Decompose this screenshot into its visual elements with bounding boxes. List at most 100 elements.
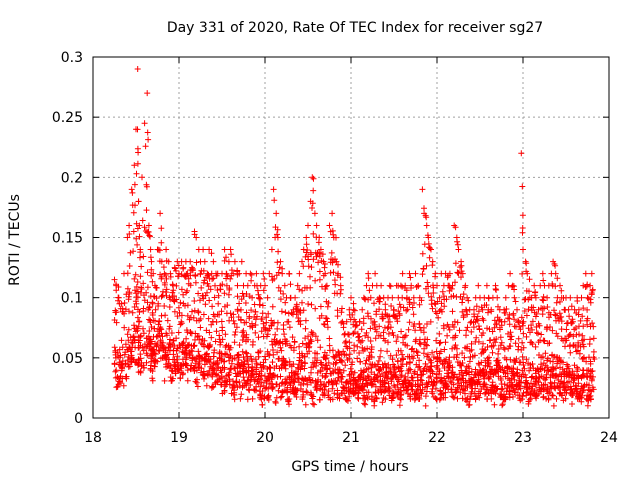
data-point <box>158 273 165 280</box>
data-point <box>265 393 272 400</box>
data-point <box>274 226 281 233</box>
data-point <box>446 270 453 277</box>
data-point <box>127 249 134 256</box>
data-point <box>436 340 443 347</box>
data-point <box>384 312 390 319</box>
data-point <box>131 336 138 343</box>
data-point <box>443 296 450 303</box>
data-point <box>372 270 379 277</box>
y-tick-labels: 0 0.05 0.1 0.15 0.2 0.25 0.3 <box>52 50 83 427</box>
data-point <box>136 337 143 344</box>
data-point <box>307 284 314 291</box>
data-point <box>146 328 153 334</box>
data-point <box>294 282 301 289</box>
data-point <box>409 383 416 390</box>
data-point <box>575 380 582 387</box>
data-point <box>216 311 223 318</box>
data-point <box>278 393 285 400</box>
data-point <box>354 355 361 362</box>
data-point <box>275 248 282 255</box>
data-point <box>468 388 475 395</box>
data-point <box>253 360 260 367</box>
data-point <box>546 340 553 347</box>
data-point <box>175 366 182 373</box>
data-point <box>239 337 246 343</box>
data-point <box>557 298 563 305</box>
data-point <box>540 293 547 300</box>
data-point <box>233 324 240 331</box>
data-point <box>117 354 123 361</box>
data-point <box>130 333 137 340</box>
data-point <box>524 270 531 277</box>
data-point <box>424 321 430 327</box>
data-point <box>379 399 386 406</box>
data-point <box>217 381 224 388</box>
data-point <box>499 401 506 408</box>
x-tick-label: 24 <box>600 430 618 446</box>
data-point <box>134 225 141 232</box>
data-point <box>356 333 363 340</box>
data-point <box>589 384 596 391</box>
data-point <box>140 280 147 287</box>
data-point <box>541 305 548 312</box>
data-point <box>192 273 199 279</box>
data-point <box>516 383 523 390</box>
data-point <box>125 326 132 333</box>
data-point <box>396 402 403 409</box>
data-point <box>359 337 366 344</box>
data-point <box>348 361 355 368</box>
data-point <box>168 330 175 336</box>
data-point <box>174 313 181 320</box>
data-point <box>363 329 370 336</box>
data-point <box>252 308 259 315</box>
data-point <box>257 383 264 390</box>
data-point <box>481 302 488 309</box>
data-point <box>528 386 535 393</box>
data-point <box>275 269 282 276</box>
data-point <box>286 379 293 386</box>
data-point <box>183 362 189 368</box>
data-point <box>429 305 436 312</box>
data-point <box>580 383 587 390</box>
data-point <box>403 294 410 301</box>
data-point <box>347 365 354 372</box>
data-point <box>499 402 506 409</box>
data-point <box>129 189 136 196</box>
data-point <box>195 290 202 297</box>
y-tick-label: 0.2 <box>61 170 83 186</box>
data-point <box>494 385 501 392</box>
data-point <box>426 254 433 261</box>
data-point <box>309 174 316 181</box>
data-point <box>333 380 340 387</box>
data-point <box>547 324 553 330</box>
data-point <box>302 401 309 408</box>
data-point <box>487 373 493 380</box>
data-point <box>320 258 327 265</box>
data-point <box>535 339 542 346</box>
data-point <box>197 297 203 304</box>
data-point <box>425 351 431 358</box>
data-point <box>244 377 251 384</box>
data-point <box>148 338 155 345</box>
data-point <box>322 270 329 277</box>
data-point <box>376 306 383 313</box>
data-point <box>544 324 551 331</box>
data-point <box>277 258 284 265</box>
data-point <box>173 356 180 363</box>
data-point <box>158 312 165 319</box>
data-point <box>143 359 150 366</box>
data-point <box>528 322 535 329</box>
data-point <box>136 222 143 229</box>
data-point <box>358 326 365 333</box>
data-point <box>140 253 147 260</box>
data-point <box>121 351 128 358</box>
data-point <box>550 258 557 265</box>
data-point <box>202 301 209 308</box>
data-point <box>257 361 264 368</box>
data-point <box>389 394 396 401</box>
data-point <box>191 342 198 349</box>
data-point <box>575 339 582 346</box>
data-point <box>173 296 180 303</box>
data-point <box>351 342 358 349</box>
data-point <box>368 349 375 356</box>
